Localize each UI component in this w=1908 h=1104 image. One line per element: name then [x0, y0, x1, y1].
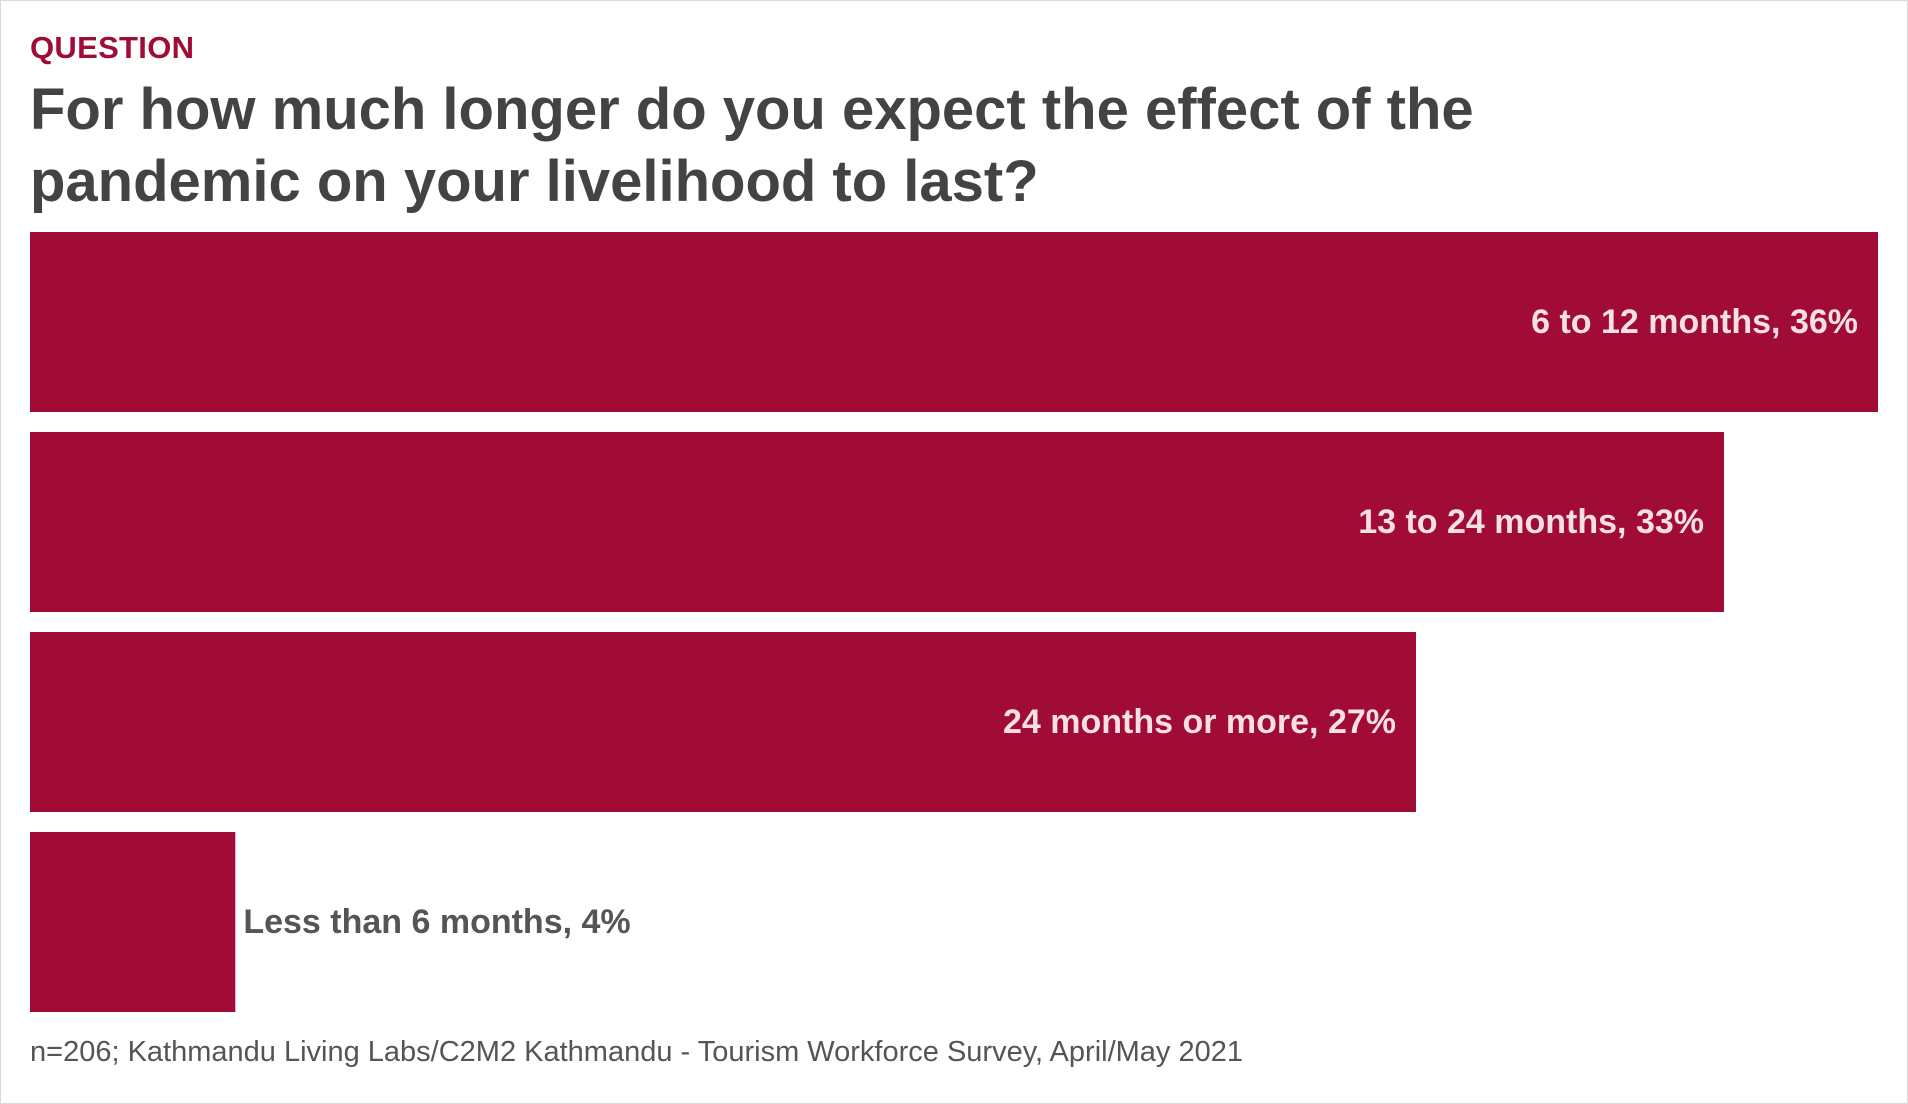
question-eyebrow: QUESTION	[30, 30, 195, 65]
chart-title: For how much longer do you expect the ef…	[30, 77, 1474, 214]
bar-label-2: 13 to 24 months, 33%	[1358, 503, 1704, 541]
bar-label-4: Less than 6 months, 4%	[243, 903, 630, 941]
bar-2	[30, 432, 1724, 612]
bar-4	[30, 832, 236, 1012]
bar-label-3: 24 months or more, 27%	[1003, 703, 1396, 741]
bar-label-1: 6 to 12 months, 36%	[1531, 303, 1858, 341]
bar-1	[30, 232, 1878, 412]
source-note: n=206; Kathmandu Living Labs/C2M2 Kathma…	[30, 1036, 1243, 1068]
bar-3	[30, 632, 1416, 812]
